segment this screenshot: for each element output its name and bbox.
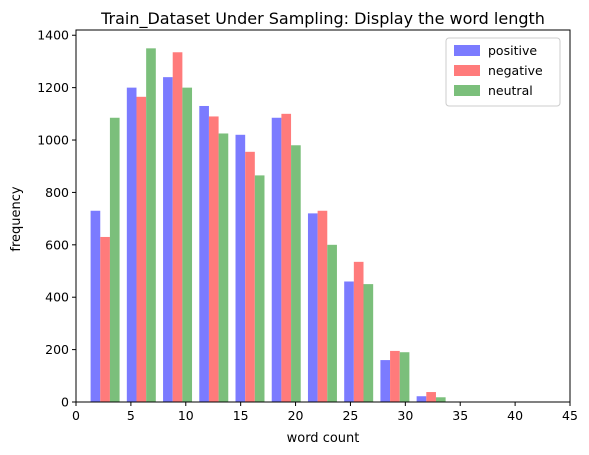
bar-positive-4 — [235, 134, 246, 402]
bar-positive-9 — [416, 396, 427, 402]
bar-positive-6 — [307, 213, 318, 402]
legend-swatch-positive — [454, 45, 480, 56]
bar-positive-7 — [344, 281, 354, 402]
bar-negative-2 — [172, 52, 183, 402]
bar-neutral-6 — [327, 244, 337, 402]
legend-label-neutral: neutral — [488, 83, 533, 98]
y-axis-ticks: 0 200 400 600 800 1000 1200 1400 — [37, 28, 76, 410]
bar-positive-3 — [199, 105, 209, 402]
y-tick-label: 1200 — [37, 80, 69, 95]
chart-title: Train_Dataset Under Sampling: Display th… — [100, 9, 545, 29]
bar-neutral-8 — [399, 352, 410, 402]
bar-negative-0 — [100, 236, 110, 402]
bar-negative-3 — [208, 116, 219, 402]
legend: positive negative neutral — [445, 37, 561, 107]
y-tick-label: 800 — [45, 185, 69, 200]
x-axis-label: word count — [287, 431, 360, 446]
x-tick-label: 45 — [562, 408, 578, 423]
x-tick-label: 5 — [127, 408, 135, 423]
legend-swatch-negative — [454, 65, 480, 76]
bar-positive-5 — [271, 117, 282, 403]
x-tick-label: 20 — [288, 408, 304, 423]
bar-negative-5 — [281, 113, 292, 402]
bar-neutral-7 — [363, 284, 374, 402]
bar-neutral-2 — [182, 87, 193, 403]
bar-negative-1 — [136, 96, 147, 402]
x-tick-label: 30 — [397, 408, 413, 423]
bar-positive-2 — [163, 77, 173, 402]
y-tick-label: 1000 — [37, 133, 69, 148]
bar-neutral-0 — [109, 117, 120, 403]
bar-negative-6 — [317, 210, 328, 402]
legend-label-positive: positive — [488, 43, 537, 58]
y-tick-label: 0 — [61, 395, 69, 410]
bar-neutral-4 — [254, 175, 265, 402]
x-tick-label: 40 — [507, 408, 523, 423]
x-tick-label: 35 — [452, 408, 468, 423]
x-tick-label: 25 — [342, 408, 358, 423]
legend-swatch-neutral — [454, 85, 480, 96]
bar-neutral-5 — [291, 145, 301, 402]
bar-negative-9 — [426, 392, 436, 402]
y-axis-label: frequency — [9, 186, 24, 252]
bar-negative-4 — [245, 151, 255, 402]
x-tick-label: 15 — [233, 408, 249, 423]
bar-positive-0 — [90, 210, 101, 402]
bar-negative-8 — [390, 350, 400, 402]
bar-neutral-9 — [435, 397, 446, 402]
bar-neutral-3 — [218, 133, 229, 402]
x-axis-ticks: 0 5 10 15 20 25 30 35 40 45 — [72, 402, 578, 423]
y-tick-label: 400 — [45, 290, 69, 305]
y-tick-label: 200 — [45, 342, 69, 357]
bar-negative-7 — [353, 261, 364, 402]
legend-label-negative: negative — [488, 63, 543, 78]
bar-neutral-1 — [146, 48, 156, 403]
plot-frame — [75, 29, 571, 403]
bar-positive-8 — [380, 360, 391, 402]
x-tick-label: 10 — [178, 408, 194, 423]
x-tick-label: 0 — [72, 408, 80, 423]
y-tick-label: 600 — [45, 237, 69, 252]
bars-group — [90, 48, 446, 403]
bar-positive-1 — [126, 87, 137, 403]
y-tick-label: 1400 — [37, 28, 69, 43]
